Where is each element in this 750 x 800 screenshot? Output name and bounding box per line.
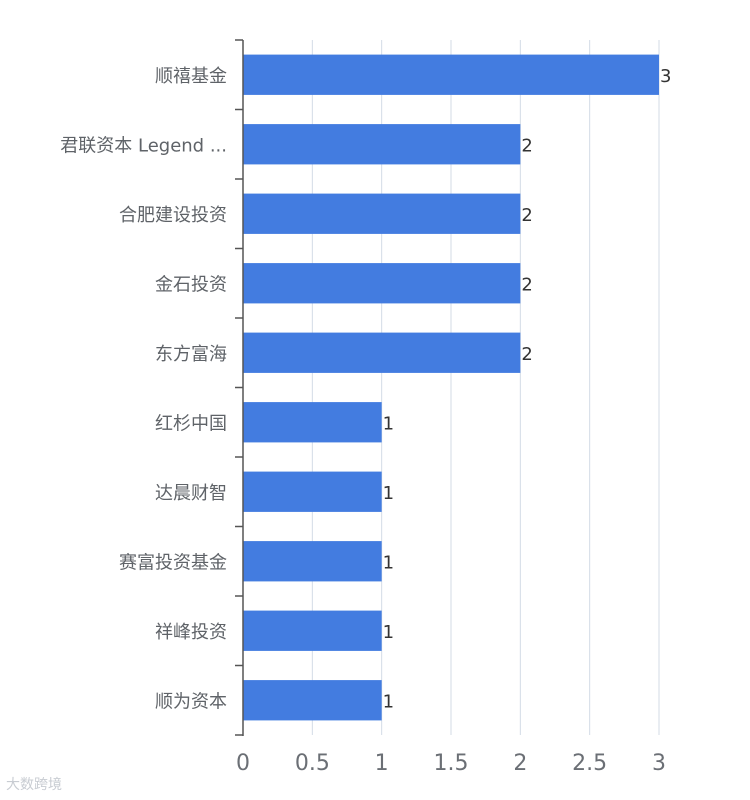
data-label: 1	[383, 483, 394, 504]
data-label: 3	[660, 66, 671, 87]
data-label: 1	[383, 691, 394, 712]
x-tick-label: 1	[375, 751, 389, 776]
data-label: 1	[383, 622, 394, 643]
data-label: 2	[521, 274, 532, 295]
bar	[243, 610, 382, 651]
category-label: 顺禧基金	[155, 66, 227, 87]
bar	[243, 193, 521, 234]
bar	[243, 402, 382, 443]
bar	[243, 471, 382, 512]
x-tick-label: 0.5	[295, 751, 330, 776]
category-label: 顺为资本	[155, 691, 227, 712]
watermark-logo: 大数跨境	[6, 777, 62, 793]
bar	[243, 54, 659, 95]
data-label: 1	[383, 552, 394, 573]
category-label: 君联资本 Legend ...	[60, 135, 227, 156]
data-label: 1	[383, 413, 394, 434]
x-tick-label: 1.5	[434, 751, 469, 776]
bar	[243, 541, 382, 582]
bars	[243, 54, 659, 721]
data-label: 2	[521, 205, 532, 226]
category-label: 达晨财智	[155, 483, 227, 504]
bar	[243, 680, 382, 721]
category-label: 赛富投资基金	[119, 552, 227, 573]
category-label: 合肥建设投资	[119, 205, 227, 226]
x-tick-label: 2	[513, 751, 527, 776]
bar	[243, 263, 521, 304]
category-label: 金石投资	[155, 274, 227, 295]
x-tick-label: 0	[236, 751, 250, 776]
data-label: 2	[521, 135, 532, 156]
labels: 0 0.5 1 1.5 2 2.5 3 3 顺禧基金 2 君联资本 Legend ... 2 合肥建设投…	[60, 66, 671, 776]
x-tick-label: 2.5	[572, 751, 607, 776]
category-label: 祥峰投资	[155, 622, 227, 643]
category-label: 东方富海	[155, 344, 227, 365]
bar	[243, 332, 521, 373]
category-label: 红杉中国	[155, 413, 227, 434]
axes	[235, 39, 244, 736]
x-tick-label: 3	[652, 751, 666, 776]
bar	[243, 124, 521, 165]
data-label: 2	[521, 344, 532, 365]
